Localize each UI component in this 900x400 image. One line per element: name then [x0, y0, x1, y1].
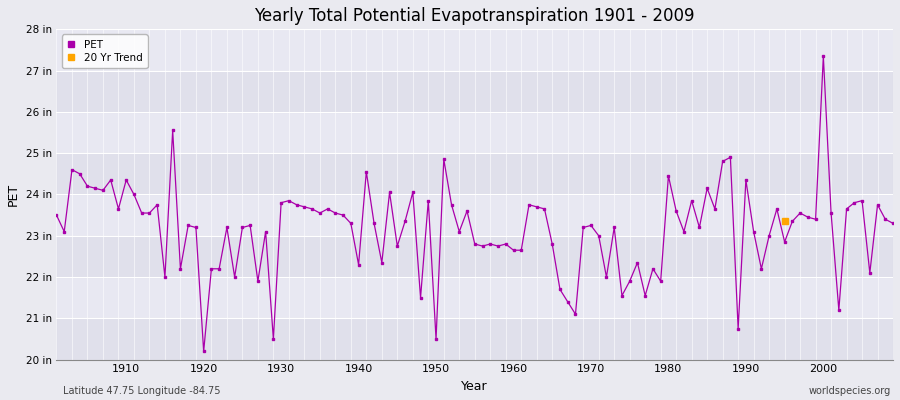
Text: Latitude 47.75 Longitude -84.75: Latitude 47.75 Longitude -84.75 [63, 386, 220, 396]
Y-axis label: PET: PET [7, 183, 20, 206]
PET [338, 213, 348, 218]
PET [51, 213, 62, 218]
X-axis label: Year: Year [462, 380, 488, 393]
Bar [57, 318, 893, 360]
PET [516, 248, 526, 253]
Text: worldspecies.org: worldspecies.org [809, 386, 891, 396]
Bar [57, 70, 893, 112]
Bar [57, 236, 893, 277]
Bar [57, 153, 893, 194]
Line: PET: PET [55, 55, 895, 353]
Title: Yearly Total Potential Evapotranspiration 1901 - 2009: Yearly Total Potential Evapotranspiratio… [255, 7, 695, 25]
Legend: PET, 20 Yr Trend: PET, 20 Yr Trend [62, 34, 148, 68]
PET [508, 248, 519, 253]
PET [818, 54, 829, 58]
PET [198, 349, 209, 354]
PET [608, 225, 619, 230]
PET [292, 202, 302, 207]
Bar [57, 112, 893, 153]
Bar [57, 29, 893, 70]
Bar [57, 277, 893, 318]
PET [113, 206, 124, 211]
Bar [57, 194, 893, 236]
PET [887, 221, 898, 226]
